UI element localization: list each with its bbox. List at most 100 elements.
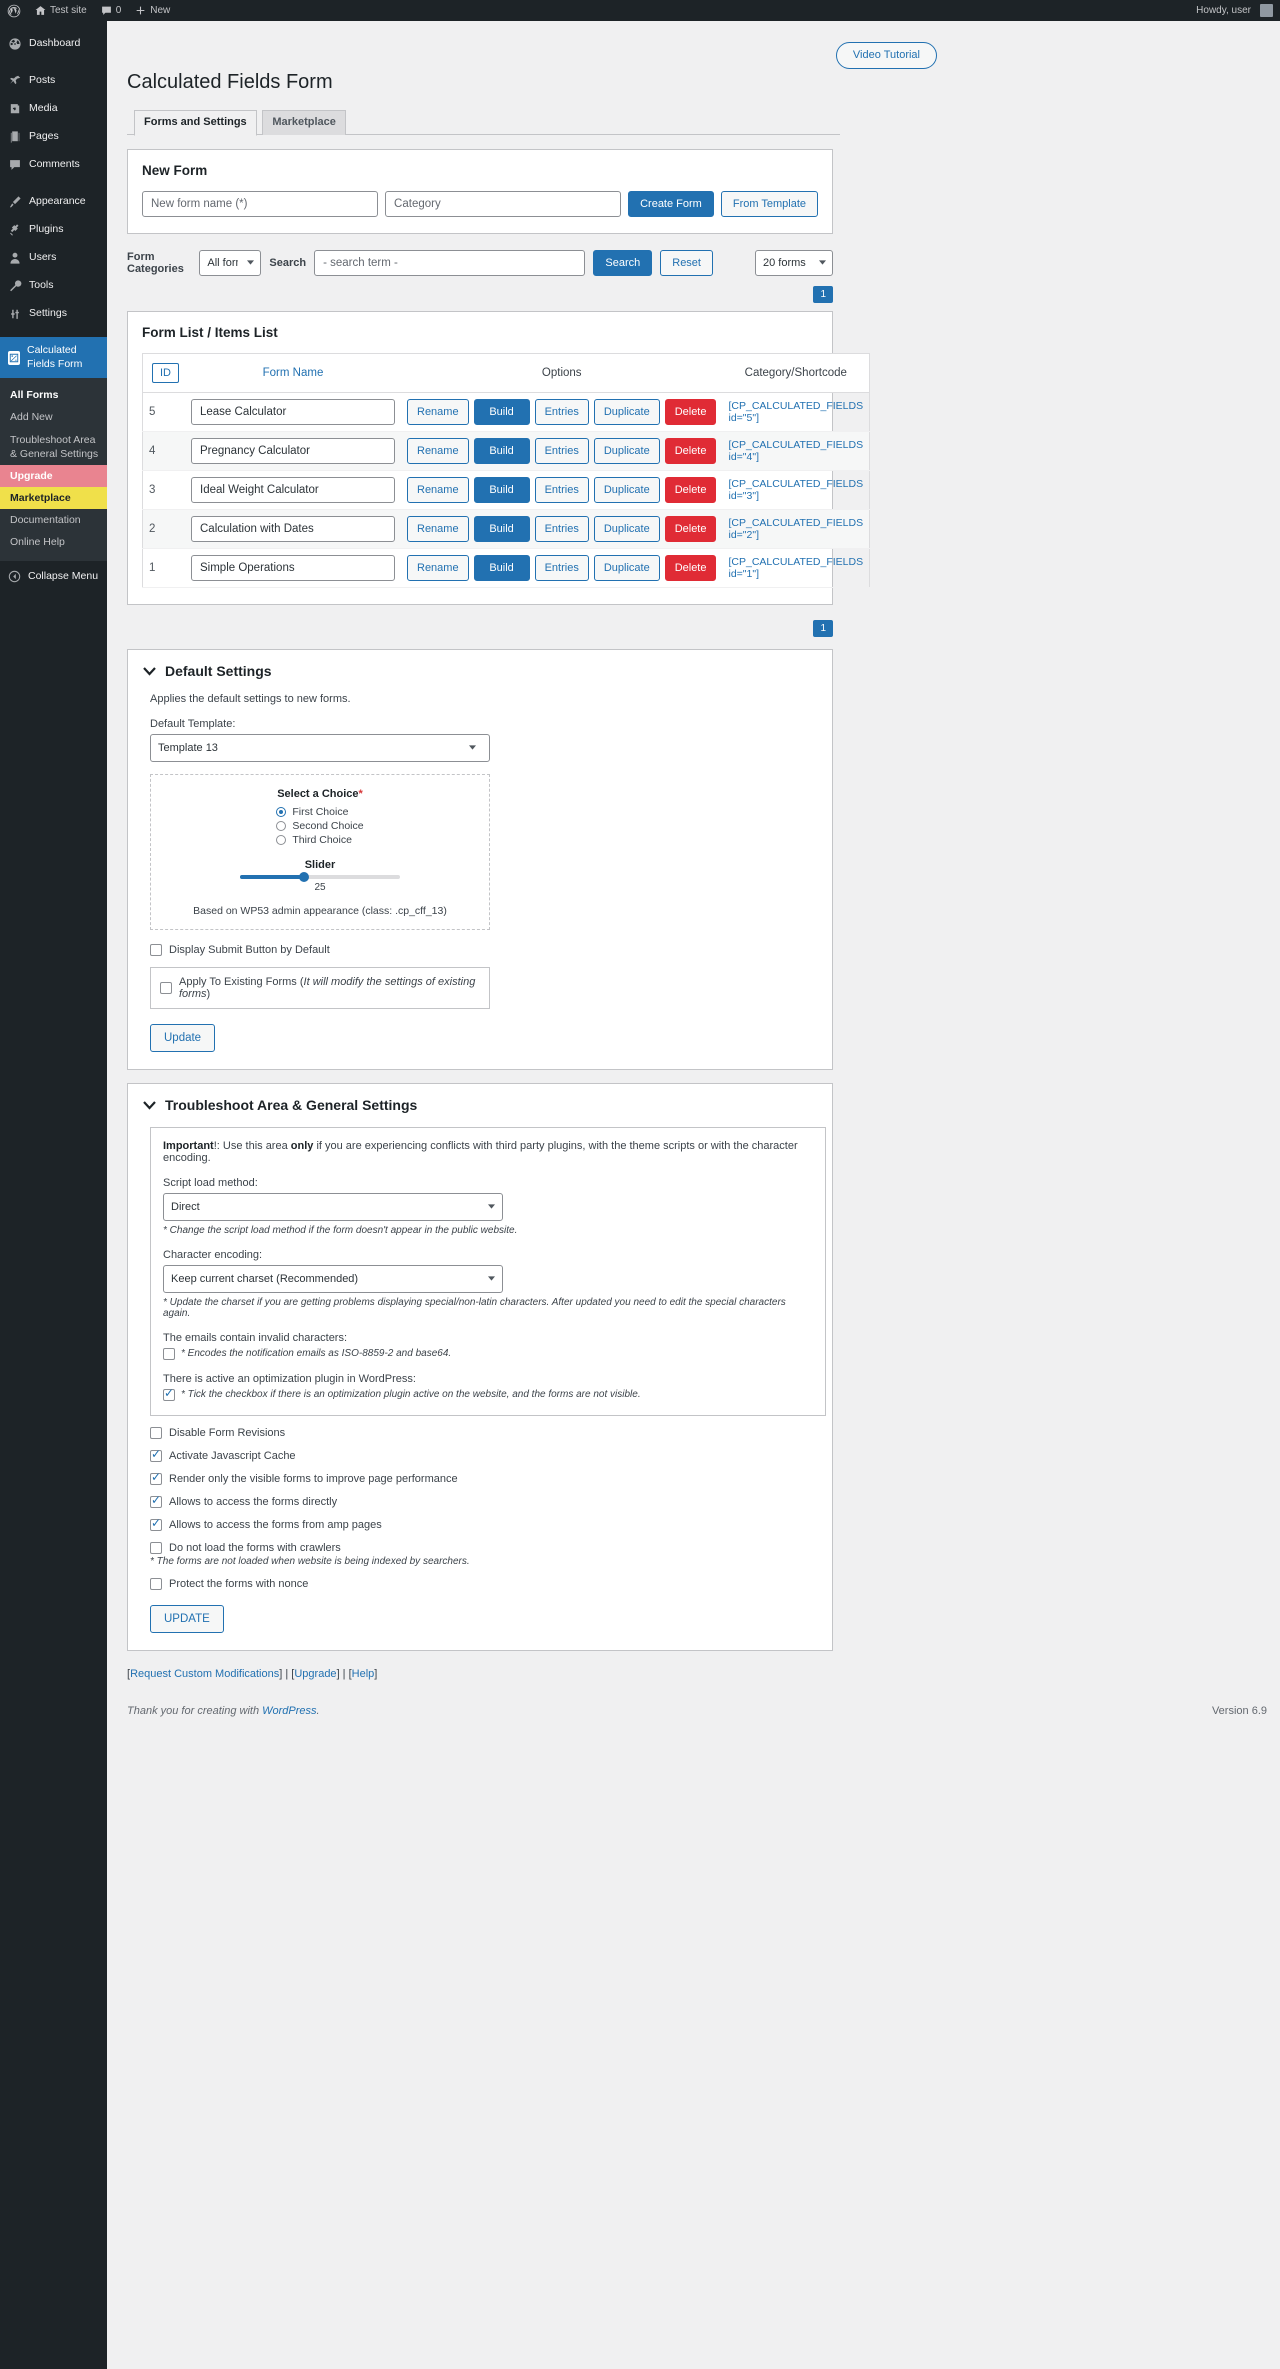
troubleshoot-option-row[interactable]: Do not load the forms with crawlers <box>150 1542 817 1554</box>
apply-existing-forms-row[interactable]: Apply To Existing Forms (It will modify … <box>150 967 490 1009</box>
sidebar-item-dashboard[interactable]: Dashboard <box>0 30 107 58</box>
sidebar-item-users[interactable]: Users <box>0 244 107 272</box>
sidebar-item-comments[interactable]: Comments <box>0 151 107 179</box>
build-button[interactable]: Build <box>473 438 530 464</box>
shortcode-link[interactable]: [CP_CALCULATED_FIELDS id="4"] <box>728 439 864 463</box>
delete-button[interactable]: Delete <box>664 555 717 581</box>
search-input[interactable] <box>314 250 586 276</box>
checkbox-icon[interactable] <box>150 1427 162 1439</box>
slider-handle[interactable] <box>299 872 310 882</box>
troubleshoot-update-button[interactable]: UPDATE <box>150 1605 224 1633</box>
footer-link-upgrade[interactable]: Upgrade <box>294 1668 337 1680</box>
submenu-item-documentation[interactable]: Documentation <box>10 514 81 527</box>
build-button[interactable]: Build <box>473 516 530 542</box>
column-header-id[interactable]: ID <box>142 353 185 393</box>
shortcode-link[interactable]: [CP_CALCULATED_FIELDS id="2"] <box>728 517 864 541</box>
default-settings-update-button[interactable]: Update <box>150 1024 216 1052</box>
sidebar-item-plugins[interactable]: Plugins <box>0 216 107 244</box>
submenu-item-marketplace[interactable]: Marketplace <box>0 487 107 510</box>
entries-button[interactable]: Entries <box>534 555 589 581</box>
video-tutorial-button[interactable]: Video Tutorial <box>835 42 937 70</box>
delete-button[interactable]: Delete <box>664 399 717 425</box>
submenu-item-all-forms[interactable]: All Forms <box>10 389 59 402</box>
preview-radio-option[interactable]: Third Choice <box>276 834 363 846</box>
checkbox-icon[interactable] <box>150 1516 162 1531</box>
submenu-item-troubleshoot[interactable]: Troubleshoot Area & General Settings <box>10 433 99 460</box>
sidebar-item-pages[interactable]: Pages <box>0 123 107 151</box>
submenu-item-online-help[interactable]: Online Help <box>10 536 65 549</box>
build-button[interactable]: Build <box>473 399 530 425</box>
new-content-menu[interactable]: New <box>128 0 177 21</box>
submenu-item-add-new[interactable]: Add New <box>10 411 53 424</box>
checkbox-icon[interactable] <box>150 944 162 956</box>
troubleshoot-option-row[interactable]: Disable Form Revisions <box>150 1427 817 1439</box>
troubleshoot-option-row[interactable]: Render only the visible forms to improve… <box>150 1470 817 1485</box>
collapse-menu-button[interactable]: Collapse Menu <box>0 561 107 592</box>
tab-forms-and-settings[interactable]: Forms and Settings <box>134 110 257 137</box>
optimization-row[interactable]: * Tick the checkbox if there is an optim… <box>163 1386 813 1401</box>
wordpress-link[interactable]: WordPress <box>262 1705 317 1717</box>
checkbox-icon[interactable] <box>150 1470 162 1485</box>
page-number[interactable]: 1 <box>813 286 833 303</box>
entries-button[interactable]: Entries <box>534 438 589 464</box>
checkbox-icon[interactable] <box>150 1447 162 1462</box>
submenu-item-upgrade[interactable]: Upgrade <box>0 464 107 488</box>
tab-marketplace[interactable]: Marketplace <box>262 110 346 136</box>
troubleshoot-option-row[interactable]: Allows to access the forms directly <box>150 1493 817 1508</box>
sidebar-item-posts[interactable]: Posts <box>0 67 107 95</box>
checkbox-icon[interactable] <box>150 1493 162 1508</box>
from-template-button[interactable]: From Template <box>720 191 818 217</box>
site-name-menu[interactable]: Test site <box>28 0 94 21</box>
new-form-category-input[interactable] <box>385 191 622 217</box>
duplicate-button[interactable]: Duplicate <box>593 438 660 464</box>
troubleshoot-option-row[interactable]: Protect the forms with nonce <box>150 1578 817 1590</box>
form-name-input[interactable] <box>191 477 395 503</box>
build-button[interactable]: Build <box>473 477 530 503</box>
shortcode-link[interactable]: [CP_CALCULATED_FIELDS id="5"] <box>728 400 864 424</box>
charset-select[interactable]: Keep current charset (Recommended) <box>163 1265 503 1293</box>
column-header-name[interactable]: Form Name <box>185 353 401 393</box>
footer-link-help[interactable]: Help <box>351 1668 375 1680</box>
checkbox-icon[interactable] <box>160 982 172 994</box>
checkbox-icon[interactable] <box>150 1542 162 1554</box>
invalid-chars-row[interactable]: * Encodes the notification emails as ISO… <box>163 1348 813 1360</box>
checkbox-icon[interactable] <box>163 1386 175 1401</box>
rename-button[interactable]: Rename <box>407 555 469 581</box>
build-button[interactable]: Build <box>473 555 530 581</box>
default-settings-title[interactable]: Default Settings <box>143 663 817 679</box>
delete-button[interactable]: Delete <box>664 438 717 464</box>
preview-slider[interactable] <box>240 872 400 882</box>
shortcode-link[interactable]: [CP_CALCULATED_FIELDS id="3"] <box>728 478 864 502</box>
rename-button[interactable]: Rename <box>407 399 469 425</box>
sidebar-item-calculated-fields-form[interactable]: Calculated Fields Form <box>0 337 107 379</box>
my-account-menu[interactable]: Howdy, user <box>1189 0 1280 21</box>
display-submit-default-row[interactable]: Display Submit Button by Default <box>150 944 817 956</box>
checkbox-icon[interactable] <box>150 1578 162 1590</box>
create-form-button[interactable]: Create Form <box>628 191 714 217</box>
sidebar-item-media[interactable]: Media <box>0 95 107 123</box>
troubleshoot-option-row[interactable]: Allows to access the forms from amp page… <box>150 1516 817 1531</box>
per-page-select[interactable]: 20 forms <box>755 250 833 276</box>
duplicate-button[interactable]: Duplicate <box>593 555 660 581</box>
form-name-input[interactable] <box>191 516 395 542</box>
duplicate-button[interactable]: Duplicate <box>593 399 660 425</box>
preview-radio-option[interactable]: Second Choice <box>276 820 364 832</box>
search-button[interactable]: Search <box>593 250 653 276</box>
rename-button[interactable]: Rename <box>407 438 469 464</box>
entries-button[interactable]: Entries <box>534 477 589 503</box>
sidebar-item-appearance[interactable]: Appearance <box>0 188 107 216</box>
form-name-input[interactable] <box>191 399 395 425</box>
checkbox-icon[interactable] <box>163 1348 175 1360</box>
shortcode-link[interactable]: [CP_CALCULATED_FIELDS id="1"] <box>728 556 864 580</box>
form-name-input[interactable] <box>191 555 395 581</box>
wp-logo-menu[interactable] <box>0 0 28 21</box>
duplicate-button[interactable]: Duplicate <box>593 477 660 503</box>
form-categories-select[interactable]: All forms <box>199 250 262 276</box>
entries-button[interactable]: Entries <box>534 516 589 542</box>
default-template-select[interactable]: Template 13 <box>150 734 490 762</box>
rename-button[interactable]: Rename <box>407 477 469 503</box>
sidebar-item-tools[interactable]: Tools <box>0 272 107 300</box>
sidebar-item-settings[interactable]: Settings <box>0 300 107 328</box>
form-name-input[interactable] <box>191 438 395 464</box>
reset-button[interactable]: Reset <box>660 250 713 276</box>
